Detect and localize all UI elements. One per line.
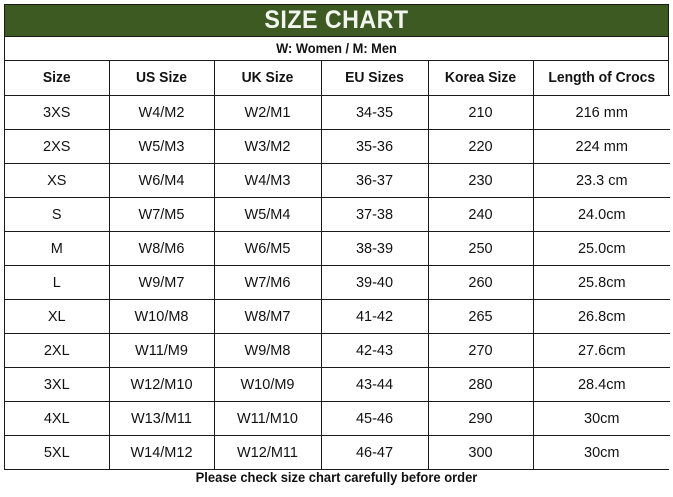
cell-size: 2XS — [5, 129, 110, 164]
cell-eu: 45-46 — [320, 401, 429, 436]
size-table: Size US Size UK Size EU Sizes Korea Size… — [5, 61, 670, 469]
legend-abbreviation-note: W: Women / M: Men — [276, 40, 397, 56]
cell-us: W11/M9 — [108, 333, 215, 368]
table-row: L W9/M7 W7/M6 39-40 260 25.8cm — [5, 265, 670, 300]
cell-uk: W12/M11 — [213, 435, 322, 469]
column-header-eu: EU Sizes — [322, 61, 427, 96]
size-chart-table-frame: SIZE CHART W: Women / M: Men Size US Siz… — [4, 4, 670, 470]
cell-size: XL — [5, 299, 110, 334]
table-row: 2XL W11/M9 W9/M8 42-43 270 27.6cm — [5, 333, 670, 368]
cell-korea: 300 — [427, 435, 534, 469]
cell-size: 2XL — [5, 333, 110, 368]
cell-eu: 37-38 — [320, 197, 429, 232]
cell-length: 24.0cm — [532, 197, 670, 232]
cell-us: W5/M3 — [108, 129, 215, 164]
cell-uk: W3/M2 — [213, 129, 322, 164]
cell-length: 25.0cm — [532, 231, 670, 266]
cell-us: W10/M8 — [108, 299, 215, 334]
page-title: SIZE CHART — [264, 6, 409, 34]
cell-size: L — [5, 265, 110, 300]
cell-us: W13/M11 — [108, 401, 215, 436]
chart-subtitle-row: W: Women / M: Men — [5, 37, 668, 61]
cell-us: W12/M10 — [108, 367, 215, 402]
cell-us: W6/M4 — [108, 163, 215, 198]
cell-korea: 220 — [427, 129, 534, 164]
cell-size: 3XL — [5, 367, 110, 402]
cell-us: W8/M6 — [108, 231, 215, 266]
cell-us: W9/M7 — [108, 265, 215, 300]
cell-length: 224 mm — [532, 129, 670, 164]
cell-korea: 270 — [427, 333, 534, 368]
cell-us: W14/M12 — [108, 435, 215, 469]
cell-length: 30cm — [532, 435, 670, 469]
cell-length: 28.4cm — [532, 367, 670, 402]
cell-eu: 34-35 — [320, 95, 429, 130]
cell-eu: 36-37 — [320, 163, 429, 198]
cell-length: 23.3 cm — [532, 163, 670, 198]
cell-size: S — [5, 197, 110, 232]
cell-eu: 35-36 — [320, 129, 429, 164]
cell-korea: 290 — [427, 401, 534, 436]
table-row: 2XS W5/M3 W3/M2 35-36 220 224 mm — [5, 129, 670, 164]
cell-size: 3XS — [5, 95, 110, 130]
table-row: S W7/M5 W5/M4 37-38 240 24.0cm — [5, 197, 670, 232]
cell-length: 27.6cm — [532, 333, 670, 368]
table-body: 3XS W4/M2 W2/M1 34-35 210 216 mm 2XS W5/… — [5, 95, 670, 469]
cell-size: 4XL — [5, 401, 110, 436]
cell-size: M — [5, 231, 110, 266]
footer-note: Please check size chart carefully before… — [195, 470, 478, 485]
cell-eu: 43-44 — [320, 367, 429, 402]
table-row: XL W10/M8 W8/M7 41-42 265 26.8cm — [5, 299, 670, 334]
cell-uk: W6/M5 — [213, 231, 322, 266]
cell-uk: W4/M3 — [213, 163, 322, 198]
table-row: 3XL W12/M10 W10/M9 43-44 280 28.4cm — [5, 367, 670, 402]
cell-eu: 42-43 — [320, 333, 429, 368]
cell-korea: 265 — [427, 299, 534, 334]
cell-uk: W2/M1 — [213, 95, 322, 130]
table-row: XS W6/M4 W4/M3 36-37 230 23.3 cm — [5, 163, 670, 198]
cell-us: W7/M5 — [108, 197, 215, 232]
cell-korea: 260 — [427, 265, 534, 300]
chart-title-band: SIZE CHART — [5, 5, 668, 37]
table-row: 3XS W4/M2 W2/M1 34-35 210 216 mm — [5, 95, 670, 130]
table-row: 5XL W14/M12 W12/M11 46-47 300 30cm — [5, 435, 670, 469]
column-header-us: US Size — [110, 61, 213, 96]
cell-eu: 41-42 — [320, 299, 429, 334]
cell-length: 30cm — [532, 401, 670, 436]
cell-size: XS — [5, 163, 110, 198]
column-header-korea: Korea Size — [429, 61, 532, 96]
column-header-size: Size — [7, 61, 108, 96]
table-header-row: Size US Size UK Size EU Sizes Korea Size… — [5, 61, 670, 96]
cell-uk: W9/M8 — [213, 333, 322, 368]
cell-eu: 39-40 — [320, 265, 429, 300]
cell-uk: W10/M9 — [213, 367, 322, 402]
cell-uk: W8/M7 — [213, 299, 322, 334]
cell-us: W4/M2 — [108, 95, 215, 130]
cell-uk: W5/M4 — [213, 197, 322, 232]
cell-size: 5XL — [5, 435, 110, 469]
cell-length: 216 mm — [532, 95, 670, 130]
cell-korea: 230 — [427, 163, 534, 198]
cell-eu: 38-39 — [320, 231, 429, 266]
cell-korea: 210 — [427, 95, 534, 130]
cell-uk: W11/M10 — [213, 401, 322, 436]
cell-length: 25.8cm — [532, 265, 670, 300]
cell-korea: 240 — [427, 197, 534, 232]
table-row: M W8/M6 W6/M5 38-39 250 25.0cm — [5, 231, 670, 266]
table-row: 4XL W13/M11 W11/M10 45-46 290 30cm — [5, 401, 670, 436]
cell-length: 26.8cm — [532, 299, 670, 334]
column-header-uk: UK Size — [215, 61, 320, 96]
cell-eu: 46-47 — [320, 435, 429, 469]
cell-korea: 250 — [427, 231, 534, 266]
cell-korea: 280 — [427, 367, 534, 402]
column-header-length: Length of Crocs — [535, 61, 668, 96]
cell-uk: W7/M6 — [213, 265, 322, 300]
